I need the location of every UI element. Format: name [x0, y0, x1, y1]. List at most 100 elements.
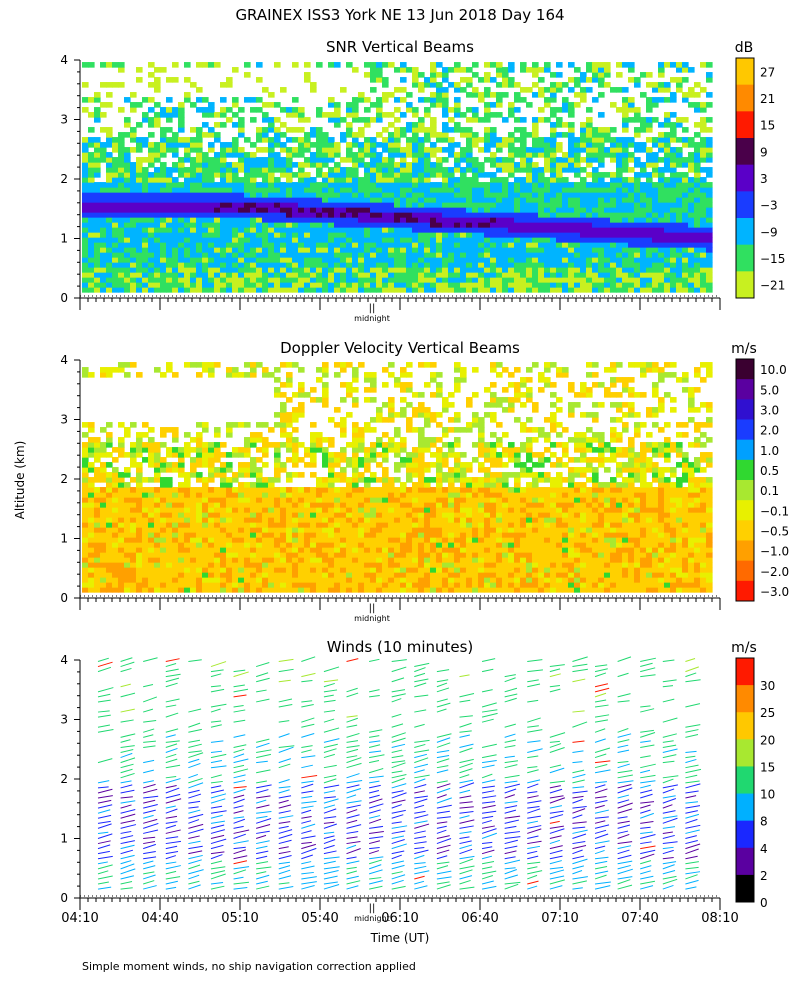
snr-cell [538, 222, 545, 228]
doppler-cell [166, 582, 173, 588]
snr-cell [454, 247, 461, 253]
snr-cell [580, 97, 587, 103]
snr-cell [388, 62, 395, 68]
doppler-cell [100, 472, 107, 478]
snr-cell [154, 207, 161, 213]
snr-cell [646, 237, 653, 243]
snr-cell [370, 207, 377, 213]
snr-cell [154, 237, 161, 243]
snr-cell [202, 62, 209, 68]
snr-cell [100, 267, 107, 273]
snr-cell [412, 162, 419, 168]
snr-cell [316, 237, 323, 243]
snr-cell [598, 247, 605, 253]
snr-cell [292, 287, 299, 293]
snr-cell [400, 172, 407, 178]
snr-cell [172, 227, 179, 233]
doppler-cell [232, 452, 239, 458]
doppler-cell [280, 422, 287, 428]
snr-cell [550, 272, 557, 278]
snr-cell [364, 122, 371, 128]
snr-cell [256, 287, 263, 293]
doppler-cell [244, 462, 251, 468]
doppler-cell [148, 442, 155, 448]
snr-cell [88, 217, 95, 223]
doppler-cell [202, 477, 209, 483]
doppler-cell [202, 522, 209, 528]
doppler-cell [220, 467, 227, 473]
snr-cell [454, 182, 461, 188]
snr-cell [190, 222, 197, 228]
snr-cell [244, 167, 251, 173]
doppler-cell [202, 542, 209, 548]
doppler-cell [220, 487, 227, 493]
snr-cell [376, 97, 383, 103]
snr-cell [346, 187, 353, 193]
snr-cell [526, 187, 533, 193]
snr-cell [652, 167, 659, 173]
snr-cell [250, 107, 257, 113]
snr-cell [250, 207, 257, 213]
snr-cell [340, 242, 347, 248]
doppler-cell [100, 582, 107, 588]
snr-cell [250, 212, 257, 218]
snr-cell [616, 272, 623, 278]
doppler-cell [256, 522, 263, 528]
snr-cell [646, 82, 653, 88]
doppler-cell [142, 547, 149, 553]
snr-cell [646, 157, 653, 163]
snr-cell [442, 257, 449, 263]
snr-cell [388, 242, 395, 248]
doppler-cell [262, 422, 269, 428]
doppler-cell [250, 372, 257, 378]
doppler-cell [148, 537, 155, 543]
snr-cell [526, 232, 533, 238]
snr-cell [604, 237, 611, 243]
snr-cell [640, 222, 647, 228]
doppler-cell [190, 532, 197, 538]
snr-cell [598, 277, 605, 283]
snr-cell [478, 212, 485, 218]
snr-cell [310, 222, 317, 228]
snr-cell [292, 247, 299, 253]
snr-cell [208, 282, 215, 288]
snr-cell [178, 252, 185, 258]
snr-cell [622, 112, 629, 118]
snr-cell [424, 272, 431, 278]
snr-cell [250, 217, 257, 223]
snr-cell [328, 182, 335, 188]
snr-cell [592, 157, 599, 163]
snr-cell [340, 277, 347, 283]
snr-cell [160, 227, 167, 233]
snr-cell [256, 252, 263, 258]
snr-cell [232, 192, 239, 198]
snr-cell [130, 242, 137, 248]
snr-cell [190, 177, 197, 183]
snr-cell [484, 87, 491, 93]
snr-cell [406, 217, 413, 223]
snr-cell [484, 92, 491, 98]
snr-cell [394, 142, 401, 148]
doppler-cell [178, 462, 185, 468]
snr-cell [658, 262, 665, 268]
snr-cell [88, 197, 95, 203]
snr-cell [184, 232, 191, 238]
doppler-cell [298, 557, 305, 563]
snr-cell [358, 242, 365, 248]
snr-cell [556, 187, 563, 193]
snr-cell [370, 247, 377, 253]
snr-cell [316, 272, 323, 278]
snr-cell [190, 172, 197, 178]
snr-cell [370, 187, 377, 193]
snr-cell [154, 212, 161, 218]
snr-cell [640, 282, 647, 288]
snr-cell [376, 177, 383, 183]
doppler-cell [226, 477, 233, 483]
snr-cell [214, 227, 221, 233]
snr-cell [220, 277, 227, 283]
snr-cell [646, 127, 653, 133]
doppler-cell [106, 432, 113, 438]
snr-cell [190, 187, 197, 193]
snr-cell [442, 237, 449, 243]
snr-cell [118, 217, 125, 223]
